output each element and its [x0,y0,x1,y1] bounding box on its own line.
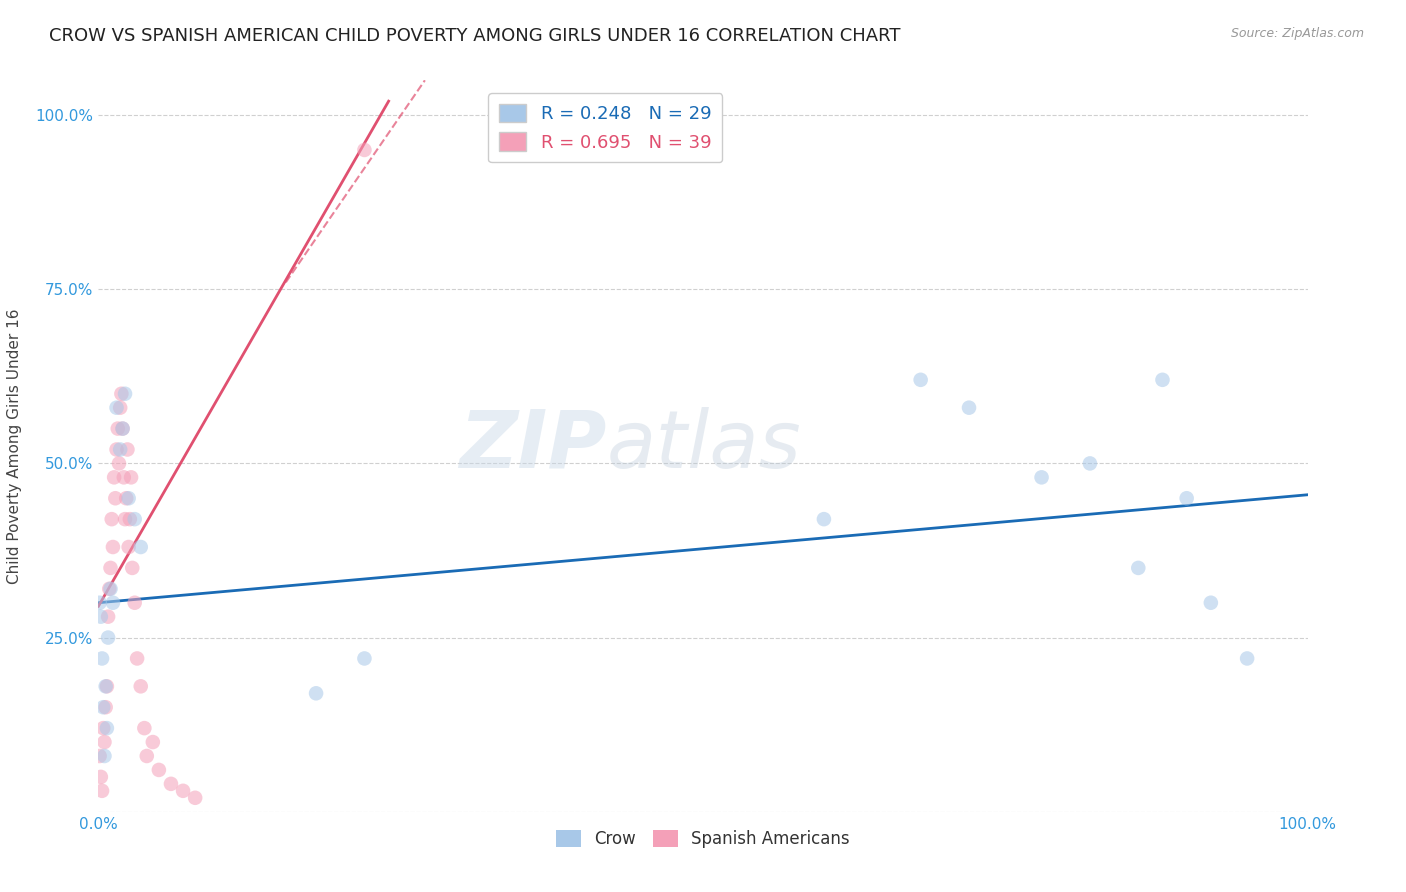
Point [103,470,125,484]
Point [107,421,129,435]
Point [353,651,375,665]
Point [105,401,128,415]
Point [813,512,835,526]
Point [118,512,141,526]
Point [97,631,120,645]
Y-axis label: Child Poverty Among Girls Under 16: Child Poverty Among Girls Under 16 [7,309,21,583]
Point [111,421,134,435]
Point [100,582,122,596]
Point [142,735,165,749]
Point [89,749,111,764]
Text: CROW VS SPANISH AMERICAN CHILD POVERTY AMONG GIRLS UNDER 16 CORRELATION CHART: CROW VS SPANISH AMERICAN CHILD POVERTY A… [49,27,901,45]
Point [110,386,132,401]
Point [129,540,152,554]
Text: ZIP: ZIP [458,407,606,485]
Point [135,749,157,764]
Point [1078,457,1101,471]
Point [114,512,136,526]
Point [1175,491,1198,506]
Point [114,386,136,401]
Point [1128,561,1150,575]
Point [124,596,146,610]
Point [97,609,120,624]
Point [101,540,124,554]
Point [117,442,139,457]
Point [90,609,112,624]
Point [91,700,114,714]
Point [121,561,143,575]
Point [100,561,122,575]
Point [127,651,149,665]
Point [100,512,122,526]
Point [115,491,138,506]
Point [1152,373,1174,387]
Point [105,442,128,457]
Point [1199,596,1222,610]
Point [93,735,115,749]
Text: Source: ZipAtlas.com: Source: ZipAtlas.com [1230,27,1364,40]
Point [172,784,194,798]
Point [118,540,141,554]
Point [101,596,124,610]
Point [91,651,114,665]
Legend: Crow, Spanish Americans: Crow, Spanish Americans [550,823,856,855]
Point [89,596,111,610]
Point [90,770,112,784]
Point [1236,651,1258,665]
Point [305,686,328,700]
Point [134,721,156,735]
Point [111,421,134,435]
Point [108,457,131,471]
Point [124,512,146,526]
Point [120,470,142,484]
Point [94,700,117,714]
Point [118,491,141,506]
Point [96,721,118,735]
Point [108,401,131,415]
Point [98,582,121,596]
Point [93,749,115,764]
Point [104,491,127,506]
Point [184,790,207,805]
Point [353,143,375,157]
Point [96,679,118,693]
Point [957,401,980,415]
Point [160,777,183,791]
Point [94,679,117,693]
Point [148,763,170,777]
Point [112,470,135,484]
Point [1031,470,1053,484]
Point [129,679,152,693]
Point [108,442,131,457]
Text: atlas: atlas [606,407,801,485]
Point [91,784,114,798]
Point [910,373,932,387]
Point [91,721,114,735]
